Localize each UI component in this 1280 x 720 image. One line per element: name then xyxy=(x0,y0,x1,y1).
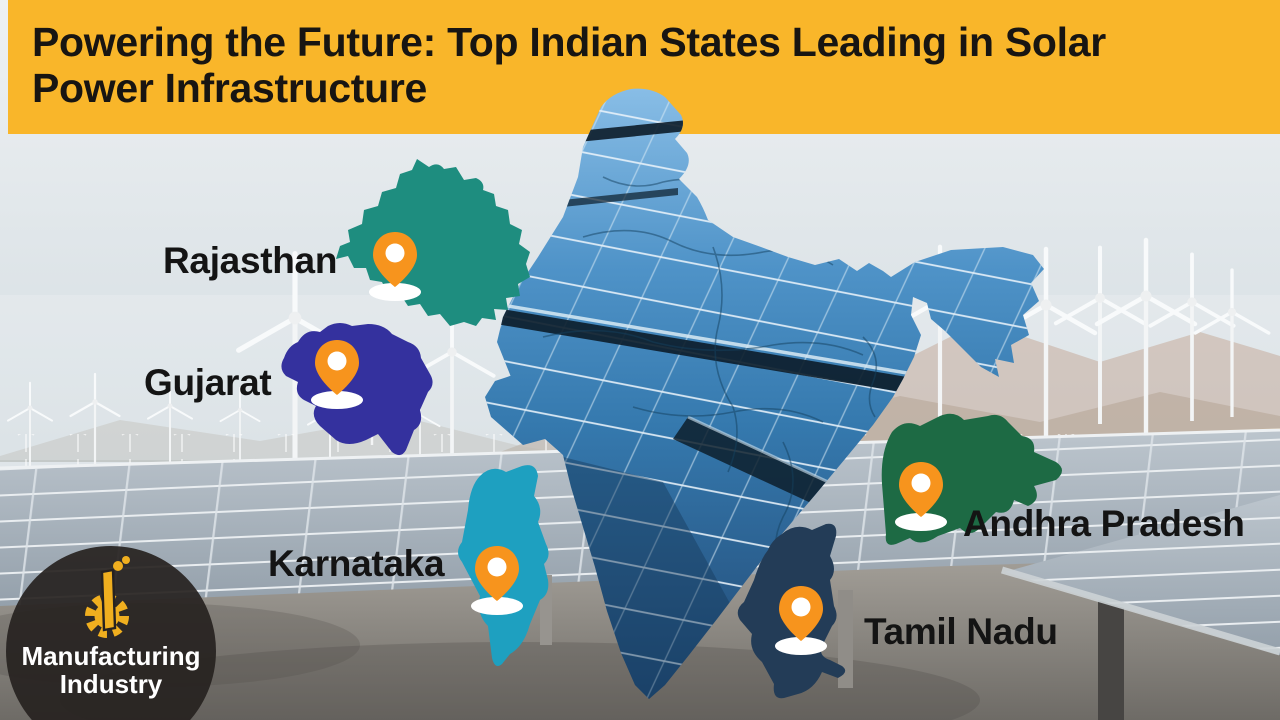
gujarat-pin location-pin-icon xyxy=(311,340,363,409)
andhra-pradesh-shape xyxy=(881,413,1062,545)
tamil-nadu-pin location-pin-icon xyxy=(775,586,827,655)
karnataka-label: Karnataka xyxy=(268,543,445,584)
page-title: Powering the Future: Top Indian States L… xyxy=(32,19,1106,111)
brand-logo: Manufacturing Industry xyxy=(6,546,216,720)
rajasthan-pin location-pin-icon xyxy=(369,232,421,301)
karnataka-pin location-pin-icon xyxy=(471,546,523,615)
logo-text: Manufacturing Industry xyxy=(6,642,216,698)
tamil-nadu-label: Tamil Nadu xyxy=(864,611,1058,652)
andhra-pradesh-path xyxy=(881,413,1062,545)
rajasthan-label: Rajasthan xyxy=(163,240,338,281)
gear-chimney-icon xyxy=(85,556,130,638)
andhra-pradesh-pin location-pin-icon xyxy=(895,462,947,531)
logo-line-2: Industry xyxy=(59,669,163,700)
andhra-pradesh-label: Andhra Pradesh xyxy=(963,503,1245,544)
gujarat-label: Gujarat xyxy=(144,362,272,403)
logo-line-1: Manufacturing xyxy=(21,641,201,671)
